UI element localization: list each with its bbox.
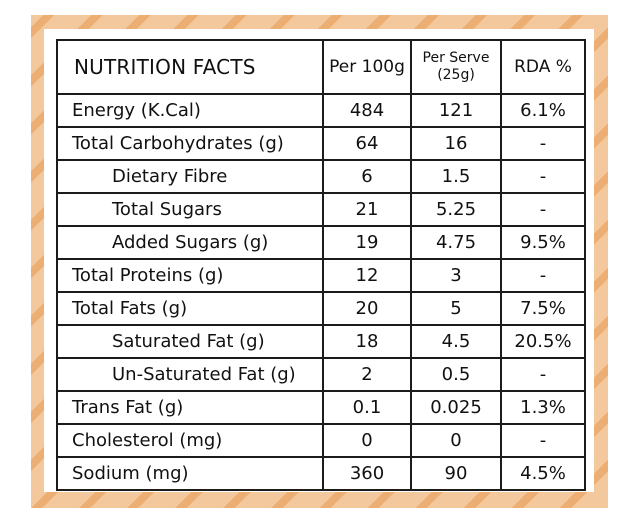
value-per-100g: 2: [322, 357, 412, 392]
nutrient-name: Trans Fat (g): [56, 390, 324, 425]
table-title: NUTRITION FACTS: [56, 39, 324, 95]
value-per-serve: 90: [410, 456, 502, 491]
label-panel: NUTRITION FACTS Per 100g Per Serve (25g)…: [44, 29, 594, 492]
value-per-100g: 21: [322, 192, 412, 227]
value-rda: -: [500, 357, 586, 392]
table-row: Added Sugars (g) 19 4.75 9.5%: [56, 225, 586, 260]
value-per-100g: 484: [322, 93, 412, 128]
table-row: Total Fats (g) 20 5 7.5%: [56, 291, 586, 326]
value-rda: 7.5%: [500, 291, 586, 326]
value-per-serve: 3: [410, 258, 502, 293]
value-per-serve: 0: [410, 423, 502, 458]
nutrient-name: Un-Saturated Fat (g): [56, 357, 324, 392]
value-per-serve: 5.25: [410, 192, 502, 227]
table-row: Dietary Fibre 6 1.5-: [56, 159, 586, 194]
striped-border-frame: NUTRITION FACTS Per 100g Per Serve (25g)…: [31, 15, 608, 508]
header-rda: RDA %: [500, 39, 586, 95]
nutrient-name: Dietary Fibre: [56, 159, 324, 194]
value-per-serve: 1.5: [410, 159, 502, 194]
nutrient-name: Saturated Fat (g): [56, 324, 324, 359]
table-row: Un-Saturated Fat (g) 2 0.5-: [56, 357, 586, 392]
value-per-100g: 18: [322, 324, 412, 359]
nutrition-facts-table: NUTRITION FACTS Per 100g Per Serve (25g)…: [56, 39, 586, 491]
nutrient-name: Added Sugars (g): [56, 225, 324, 260]
value-rda: 1.3%: [500, 390, 586, 425]
header-row: NUTRITION FACTS Per 100g Per Serve (25g)…: [56, 39, 586, 95]
table-row: Sodium (mg) 360 90 4.5%: [56, 456, 586, 491]
table-row: Trans Fat (g) 0.1 0.025 1.3%: [56, 390, 586, 425]
value-per-100g: 360: [322, 456, 412, 491]
table-row: Total Proteins (g) 12 3-: [56, 258, 586, 293]
value-rda: -: [500, 159, 586, 194]
value-rda: -: [500, 423, 586, 458]
nutrient-name: Cholesterol (mg): [56, 423, 324, 458]
value-per-100g: 12: [322, 258, 412, 293]
nutrient-name: Total Carbohydrates (g): [56, 126, 324, 161]
value-per-serve: 16: [410, 126, 502, 161]
value-rda: 4.5%: [500, 456, 586, 491]
header-per-serve-label: Per Serve: [422, 50, 490, 66]
value-rda: -: [500, 192, 586, 227]
value-per-100g: 19: [322, 225, 412, 260]
value-per-serve: 4.75: [410, 225, 502, 260]
nutrient-name: Energy (K.Cal): [56, 93, 324, 128]
value-per-100g: 0: [322, 423, 412, 458]
table-row: Cholesterol (mg) 0 0-: [56, 423, 586, 458]
value-per-100g: 20: [322, 291, 412, 326]
nutrient-name: Total Sugars: [56, 192, 324, 227]
value-rda: 9.5%: [500, 225, 586, 260]
table-row: Total Sugars 21 5.25-: [56, 192, 586, 227]
header-per-100g: Per 100g: [322, 39, 412, 95]
value-rda: -: [500, 126, 586, 161]
table-row: Saturated Fat (g) 18 4.5 20.5%: [56, 324, 586, 359]
header-per-serve-size: (25g): [437, 67, 475, 83]
value-per-serve: 0.5: [410, 357, 502, 392]
table-row: Total Carbohydrates (g) 64 16-: [56, 126, 586, 161]
value-rda: 20.5%: [500, 324, 586, 359]
value-per-serve: 0.025: [410, 390, 502, 425]
value-rda: -: [500, 258, 586, 293]
table-row: Energy (K.Cal) 484 121 6.1%: [56, 93, 586, 128]
nutrient-name: Total Proteins (g): [56, 258, 324, 293]
value-per-serve: 5: [410, 291, 502, 326]
header-per-serve: Per Serve (25g): [410, 39, 502, 95]
value-per-serve: 4.5: [410, 324, 502, 359]
value-per-serve: 121: [410, 93, 502, 128]
value-per-100g: 0.1: [322, 390, 412, 425]
value-per-100g: 6: [322, 159, 412, 194]
value-per-100g: 64: [322, 126, 412, 161]
value-rda: 6.1%: [500, 93, 586, 128]
nutrient-name: Sodium (mg): [56, 456, 324, 491]
nutrient-name: Total Fats (g): [56, 291, 324, 326]
